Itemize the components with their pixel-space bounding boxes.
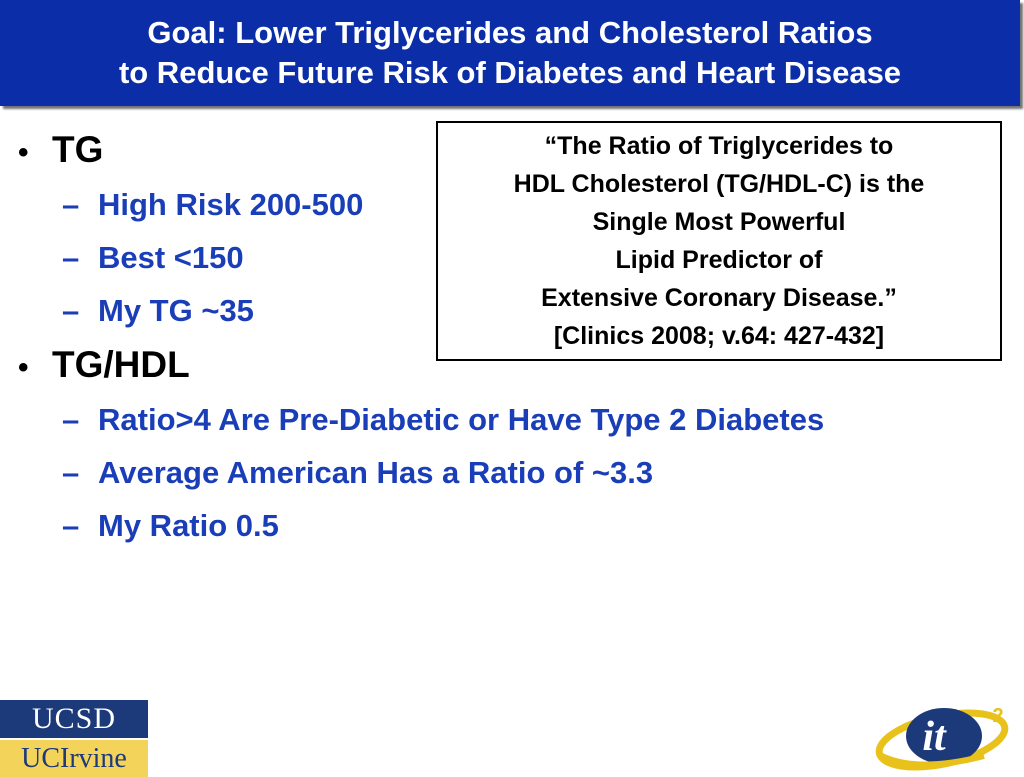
- dash-icon: –: [62, 402, 80, 437]
- dash-icon: –: [62, 240, 80, 275]
- bullet-dot-icon: •: [18, 136, 29, 169]
- sub-bullet: – Ratio>4 Are Pre-Diabetic or Have Type …: [18, 393, 824, 446]
- sub-bullet: – My TG ~35: [18, 284, 824, 337]
- quote-line: Extensive Coronary Disease.”: [541, 284, 897, 312]
- sub-bullet-text: My TG ~35: [98, 293, 254, 328]
- sub-bullet: – Average American Has a Ratio of ~3.3: [18, 446, 824, 499]
- slide-title-line-1: Goal: Lower Triglycerides and Cholestero…: [147, 15, 873, 50]
- uc-irvine-logo: UCIrvine: [0, 740, 148, 777]
- slide-title-line-2: to Reduce Future Risk of Diabetes and He…: [118, 55, 902, 90]
- bullet-dot-icon: •: [18, 351, 29, 384]
- sub-bullet-text: High Risk 200-500: [98, 187, 364, 222]
- bullet-label: TG: [52, 129, 104, 170]
- quote-citation: [Clinics 2008; v.64: 427-432]: [553, 322, 885, 350]
- slide-title-bar: Goal: Lower Triglycerides and Cholestero…: [0, 0, 1020, 106]
- calit2-logo-text: it: [922, 714, 947, 760]
- uc-irvine-logo-text: UCIrvine: [21, 742, 127, 774]
- calit2-logo-superscript: 2: [992, 705, 1003, 727]
- dash-icon: –: [62, 508, 80, 543]
- ucsd-logo: UCSD: [0, 700, 148, 738]
- quote-box: “The Ratio of Triglycerides to HDL Chole…: [436, 121, 1002, 361]
- sub-bullet-text: My Ratio 0.5: [98, 508, 279, 543]
- calit2-logo: it 2: [875, 705, 1009, 771]
- quote-line: Lipid Predictor of: [615, 246, 823, 274]
- dash-icon: –: [62, 455, 80, 490]
- ucsd-logo-text: UCSD: [31, 702, 117, 735]
- bullet-list: • TG – High Risk 200-500 – Best <150 – M…: [18, 122, 824, 552]
- sub-bullet: – High Risk 200-500: [18, 178, 824, 231]
- quote-line: Single Most Powerful: [592, 208, 846, 236]
- dash-icon: –: [62, 293, 80, 328]
- sub-bullet-text: Average American Has a Ratio of ~3.3: [98, 455, 654, 490]
- dash-icon: –: [62, 187, 80, 222]
- sub-bullet: – My Ratio 0.5: [18, 499, 824, 552]
- quote-line: “The Ratio of Triglycerides to: [544, 132, 894, 160]
- sub-bullet-text: Best <150: [98, 240, 244, 275]
- quote-line: HDL Cholesterol (TG/HDL-C) is the: [513, 170, 925, 198]
- bullet-tg-hdl: • TG/HDL: [18, 337, 824, 393]
- sub-bullet-text: Ratio>4 Are Pre-Diabetic or Have Type 2 …: [98, 402, 825, 437]
- bullet-label: TG/HDL: [52, 344, 190, 385]
- bullet-tg: • TG: [18, 122, 824, 178]
- sub-bullet: – Best <150: [18, 231, 824, 284]
